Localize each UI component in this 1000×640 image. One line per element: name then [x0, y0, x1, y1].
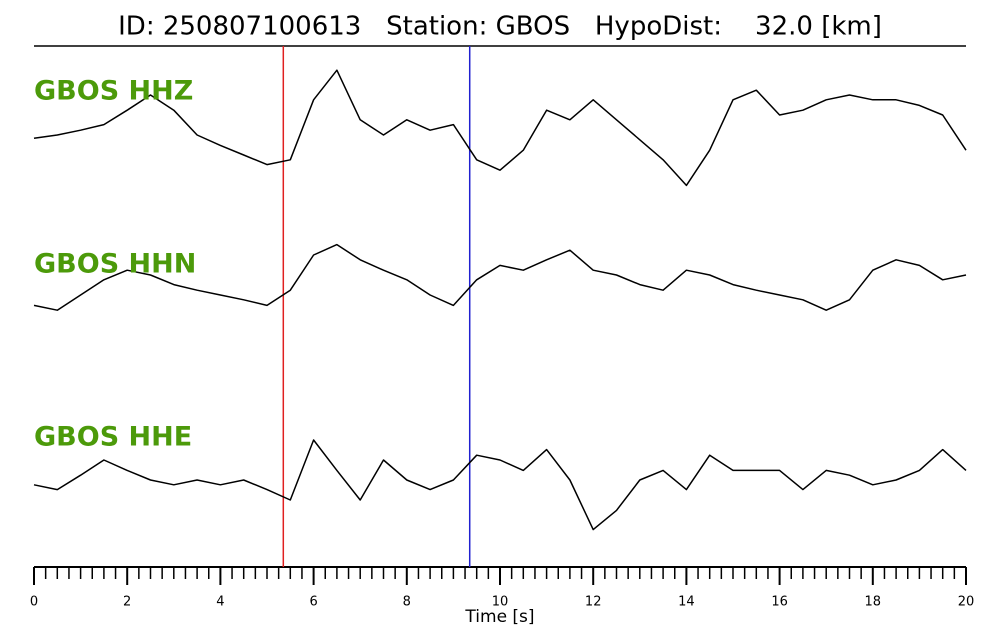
- trace-label: GBOS HHZ: [34, 76, 193, 107]
- trace: [33, 243, 967, 311]
- x-tick-label: 16: [771, 595, 788, 610]
- x-tick-label: 12: [585, 595, 602, 610]
- trace-label: GBOS HHN: [34, 249, 196, 280]
- trace: [33, 69, 967, 187]
- x-tick-label: 14: [678, 595, 695, 610]
- x-tick-label: 10: [492, 595, 509, 610]
- x-tick-label: 8: [403, 595, 411, 610]
- x-tick-label: 6: [309, 595, 317, 610]
- x-tick-label: 0: [30, 595, 38, 610]
- x-tick-label: 2: [123, 595, 131, 610]
- x-axis-label: Time [s]: [464, 607, 534, 627]
- trace: [33, 439, 967, 531]
- chart-title: ID: 250807100613 Station: GBOS HypoDist:…: [118, 12, 882, 42]
- trace-label: GBOS HHE: [34, 422, 192, 453]
- x-tick-label: 20: [958, 595, 975, 610]
- x-tick-label: 4: [216, 595, 224, 610]
- x-tick-label: 18: [865, 595, 882, 610]
